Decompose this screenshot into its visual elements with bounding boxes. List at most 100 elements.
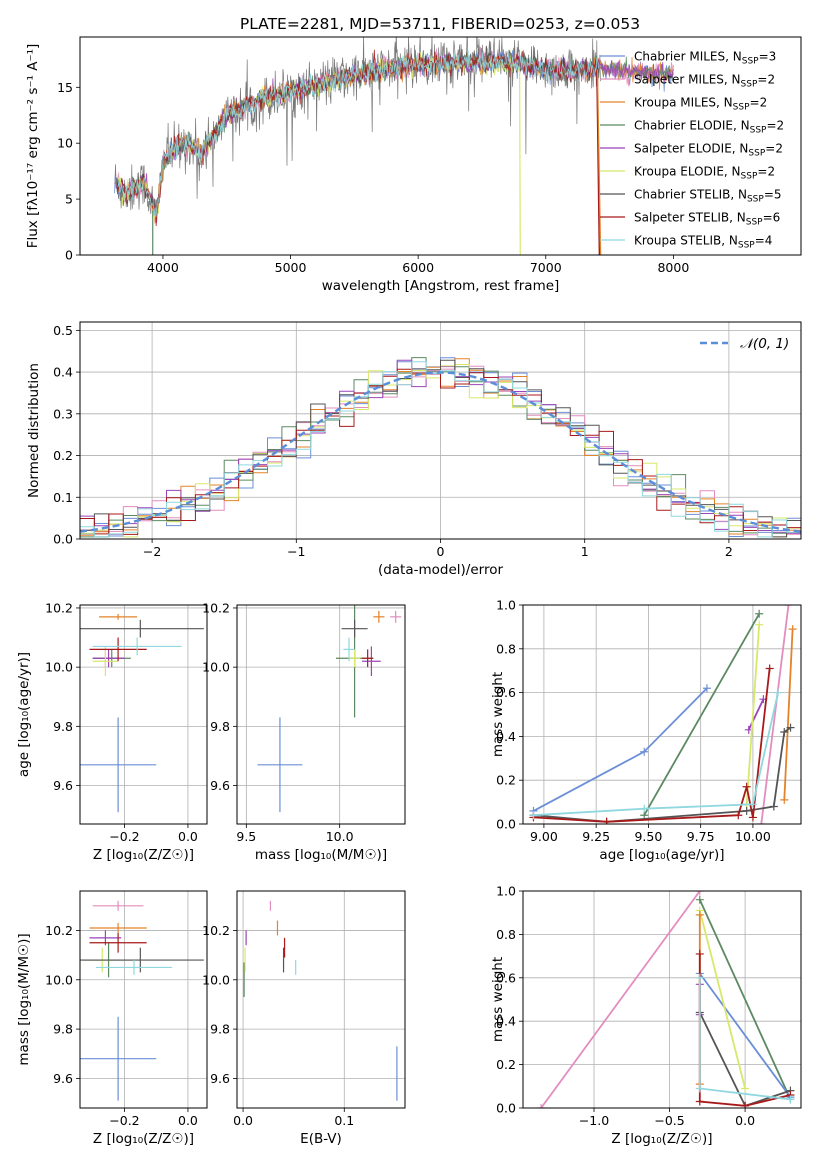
- legend-entry: Chabrier MILES, NSSP=3: [634, 50, 776, 67]
- x-tick-label: 0.0: [735, 1113, 755, 1128]
- x-tick-label: 0.0: [233, 1113, 253, 1128]
- weight-marker: [765, 664, 774, 673]
- weight-marker: [741, 1084, 750, 1093]
- x-tick-label: 1: [581, 544, 589, 559]
- legend-subscript: SSP: [747, 195, 764, 205]
- x-tick-label: 0: [437, 544, 445, 559]
- weight-lines: [529, 605, 797, 824]
- weight-marker: [786, 723, 795, 732]
- weight-marker: [640, 804, 649, 813]
- legend-entry: Chabrier STELIB, NSSP=5: [634, 188, 782, 205]
- model-spectrum-line: [116, 49, 600, 227]
- y-tick-label: 1.0: [496, 884, 516, 899]
- y-tick-label: 0.0: [496, 817, 516, 832]
- legend-entry: Salpeter ELODIE, NSSP=2: [634, 142, 783, 159]
- legend-entry: Kroupa ELODIE, NSSP=2: [634, 165, 775, 182]
- legend-subscript: SSP: [741, 172, 758, 182]
- weight-line: [745, 624, 761, 805]
- legend: 𝒩(0, 1): [700, 336, 789, 352]
- y-tick-label: 0.2: [496, 773, 516, 788]
- legend-text: Kroupa STELIB, N: [634, 234, 738, 248]
- panel-4: 9.5 10.0 9.6 9.8 10.0 10.2 mass [log₁₀(M/M☉)]: [202, 600, 406, 863]
- y-tick-label: 10.2: [202, 600, 230, 615]
- x-tick-label: 9.50: [634, 829, 662, 844]
- weight-line: [747, 698, 765, 731]
- x-tick-label: 9.5: [236, 829, 256, 844]
- y-tick-label: 10.2: [45, 600, 73, 615]
- weight-marker: [784, 605, 793, 609]
- x-axis-label: E(B-V): [300, 1131, 342, 1147]
- legend-subscript: SSP: [742, 57, 759, 67]
- y-tick-label: 0.2: [496, 1057, 516, 1072]
- error-bars: [243, 900, 398, 1101]
- y-tick-label: 0.6: [496, 685, 516, 700]
- spectrum-edge-line: [519, 70, 521, 255]
- weight-marker: [748, 800, 757, 809]
- axes-frame: [522, 890, 802, 1109]
- spectrum-edge-line: [596, 69, 602, 255]
- y-tick-label: 0: [65, 248, 73, 263]
- y-axis-label: age [log₁₀(age/yr)]: [16, 652, 32, 777]
- x-tick-label: 7000: [530, 260, 562, 275]
- y-tick-label: 1.0: [496, 598, 516, 613]
- panel-3: −0.2 0.0 9.6 9.8 10.0 10.2 Z [log₁₀(Z/Z☉)] age …: [16, 600, 208, 863]
- weight-marker: [640, 747, 649, 756]
- x-axis-label: Z [log₁₀(Z/Z☉)]: [93, 1131, 194, 1147]
- x-tick-label: 9.25: [582, 829, 610, 844]
- x-axis-label: Z [log₁₀(Z/Z☉)]: [611, 1131, 712, 1147]
- x-tick-label: −1: [287, 544, 305, 559]
- x-axis-label: Z [log₁₀(Z/Z☉)]: [93, 847, 194, 863]
- x-tick-label: 5000: [275, 260, 307, 275]
- legend-nssp: =4: [755, 234, 773, 248]
- y-tick-label: 10: [57, 136, 73, 151]
- y-tick-label: 9.6: [210, 778, 230, 793]
- y-tick-label: 9.8: [53, 1022, 73, 1037]
- weight-marker: [695, 1097, 704, 1106]
- y-tick-label: 0.0: [53, 532, 73, 547]
- weight-marker: [695, 973, 704, 982]
- histograms: [80, 357, 801, 538]
- legend-text: Kroupa ELODIE, N: [634, 165, 741, 179]
- axes-frame: [522, 604, 802, 825]
- x-tick-label: −0.2: [109, 1113, 139, 1128]
- y-tick-label: 0.5: [53, 323, 73, 338]
- legend-nssp: =2: [766, 119, 784, 133]
- weight-marker: [602, 817, 611, 824]
- weight-line: [760, 605, 790, 824]
- y-tick-label: 10.0: [45, 660, 73, 675]
- legend-subscript: SSP: [746, 218, 763, 228]
- model-spectrum-line: [116, 49, 521, 220]
- weight-line: [643, 613, 760, 816]
- weight-line: [699, 972, 792, 1098]
- y-tick-label: 0.1: [53, 490, 73, 505]
- legend-subscript: SSP: [741, 80, 758, 90]
- weight-marker: [695, 891, 704, 895]
- y-tick-label: 0.8: [496, 641, 516, 656]
- legend-entry: 𝒩(0, 1): [740, 336, 789, 352]
- legend-nssp: =6: [763, 211, 781, 225]
- axes-frame: [79, 604, 208, 825]
- legend-nssp: =5: [764, 188, 782, 202]
- x-tick-label: 6000: [402, 260, 434, 275]
- panel-8: −1.0 −0.5 0.0 0.0 0.2 0.4 0.6 0.8 1.0 Z [log₁₀(Z/…: [490, 884, 802, 1147]
- y-axis-label: mass weight: [490, 957, 506, 1042]
- x-tick-label: −1.0: [579, 1113, 609, 1128]
- weight-marker: [695, 910, 704, 919]
- grid-lines: [80, 891, 207, 1108]
- x-tick-label: −0.5: [654, 1113, 684, 1128]
- y-axis-label: Flux [fλ10⁻¹⁷ erg cm⁻² s⁻¹ A⁻¹]: [25, 44, 41, 249]
- weight-marker: [741, 1101, 750, 1108]
- legend-text: Chabrier ELODIE, N: [634, 119, 750, 133]
- weight-marker: [695, 895, 704, 904]
- legend-nssp: =2: [750, 96, 768, 110]
- y-tick-label: 5: [65, 192, 73, 207]
- observed-spectrum: [114, 37, 601, 218]
- histogram-step: [80, 368, 801, 535]
- y-axis-label: Normed distribution: [26, 363, 42, 498]
- legend-nssp: =2: [765, 142, 783, 156]
- x-tick-label: 10.00: [735, 829, 771, 844]
- x-tick-label: 9.75: [687, 829, 715, 844]
- legend-text: Salpeter ELODIE, N: [634, 142, 748, 156]
- legend-text: Salpeter MILES, N: [634, 73, 741, 87]
- y-tick-label: 0.0: [496, 1101, 516, 1116]
